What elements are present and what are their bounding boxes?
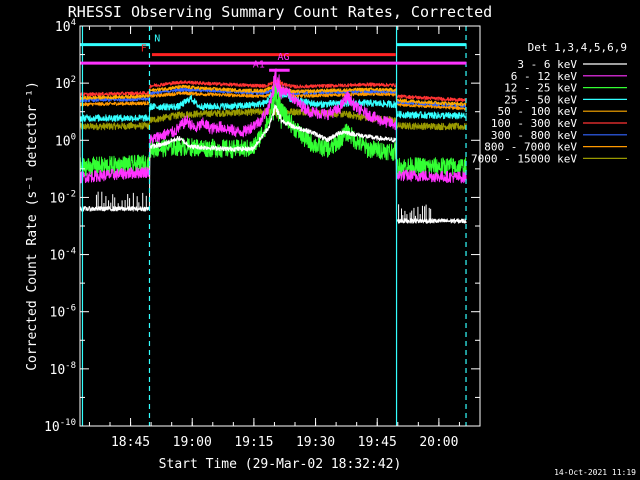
legend-label: 25 - 50 keV [504,93,577,106]
legend-label: 300 - 800 keV [491,129,577,142]
y-tick-label: 10-8 [50,361,77,378]
x-tick-label: 19:15 [234,435,273,450]
flag-label-f: F [141,44,147,55]
y-tick-label: 10-6 [50,304,77,321]
flag-label-a1: A1 [253,59,265,70]
y-axis-label: Corrected Count Rate (s⁻¹ detector⁻¹) [25,81,40,371]
series-3-6-kev [79,104,467,224]
legend-label: 12 - 25 keV [504,82,577,95]
series-100-300-kev [79,78,467,103]
y-tick-label: 10-10 [44,418,76,435]
x-tick-label: 20:00 [419,435,458,450]
x-axis-label: Start Time (29-Mar-02 18:32:42) [159,457,402,472]
series-3-6-kev-spikes [95,191,432,221]
legend-label: 50 - 100 keV [498,105,578,118]
y-tick-label: 102 [55,75,76,92]
y-tick-label: 10-2 [50,189,77,206]
axes: 18:45 19:00 19:15 19:30 19:45 20:00 104 102 100 1… [44,18,480,450]
x-tick-label: 19:00 [173,435,212,450]
y-tick-label: 100 [55,132,76,149]
y-tick-label: 10-4 [50,247,77,264]
legend-label: 6 - 12 keV [511,70,578,83]
date-stamp: 14-Oct-2021 11:19 [554,468,636,477]
chart-title: RHESSI Observing Summary Count Rates, Co… [68,3,492,21]
x-tick-label: 19:30 [296,435,335,450]
y-tick-label: 104 [55,18,76,35]
x-tick-label: 18:45 [111,435,150,450]
legend-label: 800 - 7000 keV [484,141,577,154]
plot-data [79,68,467,224]
flag-label-ag: AG [277,52,289,63]
x-tick-label: 19:45 [358,435,397,450]
legend-label: 3 - 6 keV [517,58,577,71]
legend-label: 100 - 300 keV [491,117,577,130]
legend-title: Det 1,3,4,5,6,9 [528,41,627,54]
series-6-12-kev [79,68,467,184]
legend-label: 7000 - 15000 keV [471,152,577,165]
flag-label-n: N [154,34,160,45]
